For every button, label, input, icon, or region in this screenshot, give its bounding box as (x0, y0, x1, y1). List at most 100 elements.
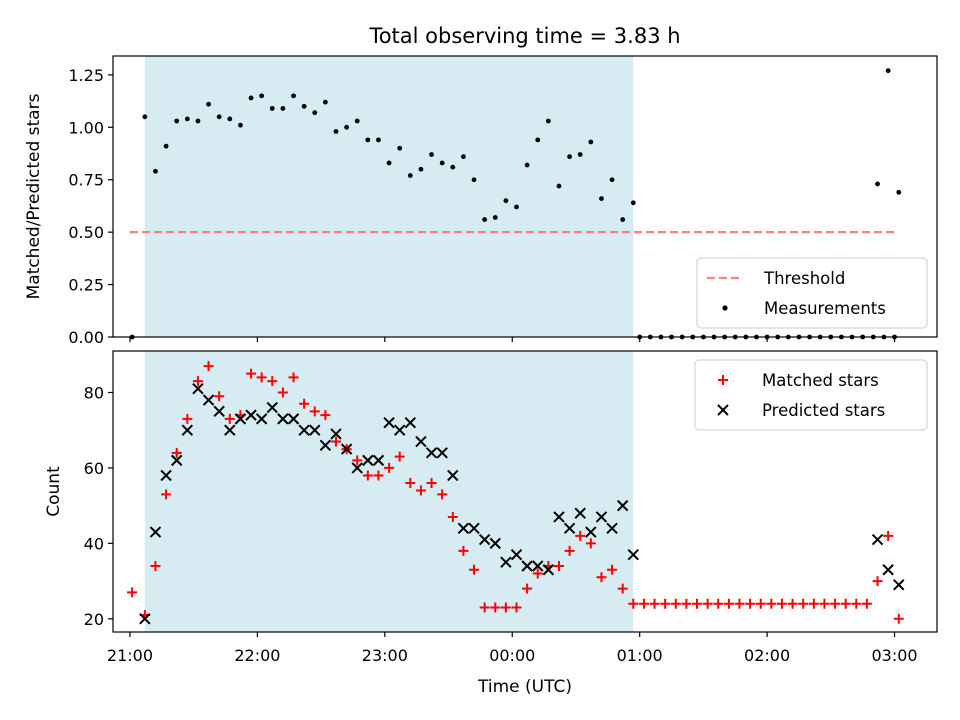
data-point (575, 530, 586, 541)
data-point (163, 143, 169, 149)
data-point (692, 598, 703, 609)
data-point (277, 413, 289, 425)
data-point (174, 118, 180, 124)
data-point (287, 413, 300, 425)
data-point (532, 560, 544, 572)
data-point (609, 177, 615, 183)
y-tick-label: 0.25 (68, 276, 104, 295)
data-point (596, 572, 607, 583)
y-axis-label: Count (44, 466, 64, 517)
data-point (532, 568, 543, 579)
data-point (267, 376, 278, 387)
data-point (234, 413, 247, 425)
data-point (861, 598, 872, 609)
data-point (468, 522, 480, 534)
data-point (588, 139, 594, 145)
data-point (437, 489, 448, 500)
data-point (883, 530, 894, 541)
data-point (299, 398, 310, 409)
data-point (372, 454, 385, 467)
data-point (556, 183, 562, 189)
chart-title: Total observing time = 3.83 h (368, 24, 680, 48)
legend-label: Matched stars (762, 371, 879, 390)
data-point (373, 470, 384, 481)
data-point (397, 145, 403, 151)
data-point (819, 598, 830, 609)
data-point (351, 462, 363, 474)
top-panel: 0.00 0.25 0.50 0.75 1.00 1.25 Matched/Predicte… (24, 55, 938, 347)
data-point (808, 598, 819, 609)
data-point (322, 99, 328, 105)
data-point (418, 166, 424, 172)
data-point (192, 383, 204, 395)
legend: Threshold Measurements (696, 257, 928, 329)
data-point (340, 443, 353, 455)
data-point (298, 424, 310, 436)
y-tick-label: 0.50 (68, 223, 104, 242)
data-point (607, 564, 618, 575)
data-point (567, 154, 572, 160)
data-point (882, 564, 894, 576)
y-tick-label: 80 (84, 383, 104, 402)
data-point (660, 598, 671, 609)
y-tick-label: 20 (84, 610, 104, 629)
data-point (288, 372, 299, 383)
data-point (227, 116, 233, 122)
legend-label: Measurements (764, 299, 886, 318)
data-point (280, 106, 286, 111)
data-point (885, 68, 891, 74)
data-point (872, 576, 883, 587)
legend-marker (718, 375, 728, 385)
data-point (585, 526, 597, 538)
legend-label: Predicted stars (762, 401, 885, 420)
data-point (181, 424, 194, 436)
data-point (776, 598, 787, 609)
data-point (383, 416, 395, 429)
data-point (352, 455, 363, 466)
data-point (545, 118, 551, 124)
y-tick-label: 40 (84, 534, 104, 553)
data-point (830, 598, 841, 609)
data-point (344, 124, 350, 130)
data-point (503, 198, 509, 204)
axes-frame (112, 350, 938, 633)
data-point (312, 110, 318, 116)
legend-box (696, 257, 928, 329)
data-point (617, 583, 628, 594)
data-point (277, 387, 288, 398)
data-point (702, 598, 713, 609)
x-tick-label: 01:00 (617, 646, 663, 665)
data-point (404, 416, 417, 429)
data-point (500, 602, 511, 613)
data-point (766, 598, 777, 609)
x-tick-label: 03:00 (871, 646, 917, 665)
data-point (670, 598, 681, 609)
data-point (627, 548, 640, 561)
data-point (266, 401, 278, 414)
data-point (203, 361, 214, 372)
data-point (500, 556, 512, 568)
y-tick-label: 1.25 (68, 66, 104, 85)
data-point (478, 533, 491, 546)
data-point (269, 106, 275, 111)
data-point (511, 602, 522, 613)
data-point (896, 189, 902, 195)
data-point (161, 489, 172, 500)
data-point (630, 200, 636, 206)
data-point (256, 372, 267, 383)
data-point (606, 522, 618, 534)
data-point (206, 101, 211, 107)
data-point (139, 613, 151, 625)
data-point (393, 424, 406, 436)
data-point (585, 538, 596, 549)
legend-box (694, 359, 928, 431)
legend-marker (722, 305, 728, 311)
data-point (450, 164, 456, 170)
y-tick-label: 0.75 (68, 171, 104, 190)
data-point (851, 598, 862, 609)
data-point (893, 579, 905, 591)
data-point (553, 560, 564, 571)
data-point (521, 560, 533, 572)
data-point (798, 598, 809, 609)
data-point (787, 598, 798, 609)
